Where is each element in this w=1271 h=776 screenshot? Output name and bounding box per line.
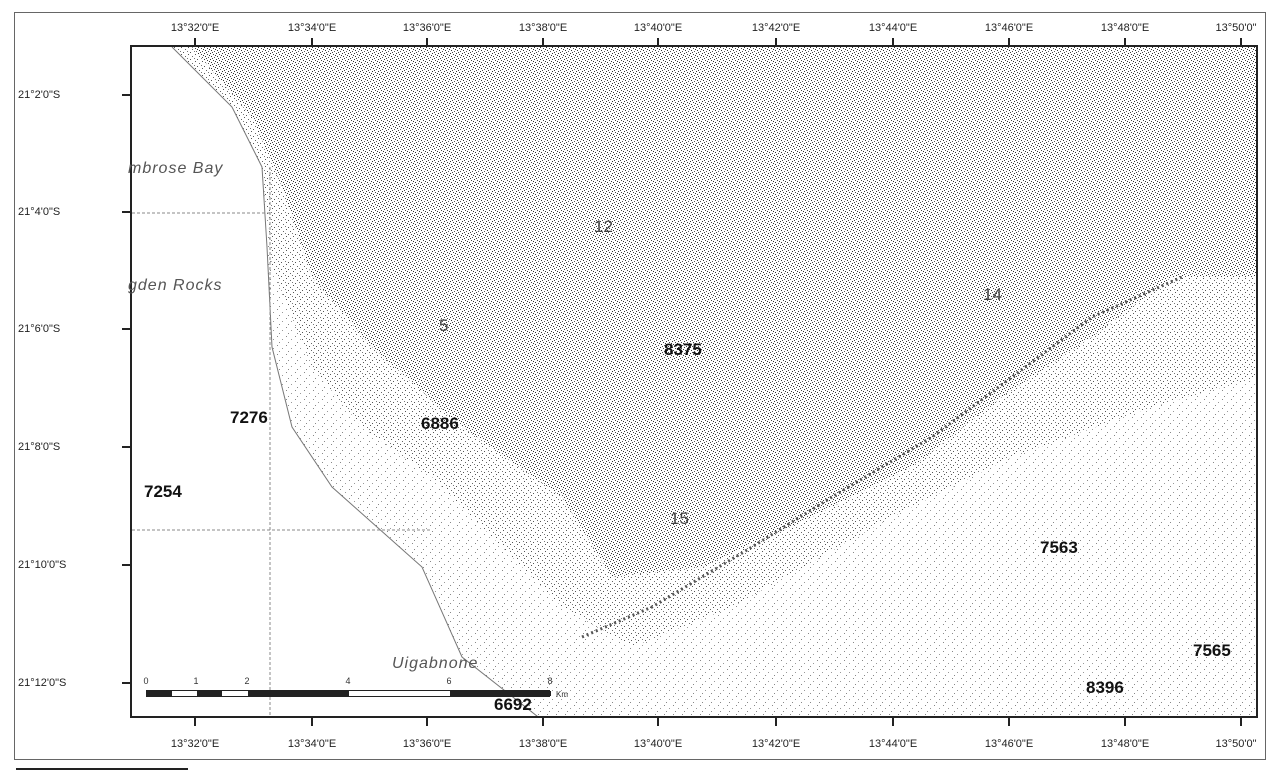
top-tick-label: 13°34'0"E <box>288 22 336 34</box>
top-tick-label: 13°48'0"E <box>1101 22 1149 34</box>
place-label-ogden-rocks: gden Rocks <box>128 277 223 295</box>
left-tick-label: 21°12'0"S <box>18 677 66 689</box>
scale-unit: Km <box>556 690 568 699</box>
tick-mark <box>122 211 130 213</box>
bottom-tick-label: 13°42'0"E <box>752 738 800 750</box>
tick-mark <box>426 718 428 726</box>
scale-label: 6 <box>446 676 451 686</box>
tick-mark <box>657 718 659 726</box>
left-tick-label: 21°8'0"S <box>18 441 60 453</box>
scale-label: 2 <box>244 676 249 686</box>
tick-mark <box>122 94 130 96</box>
tick-mark <box>1124 718 1126 726</box>
terrain-map[interactable] <box>132 47 1258 718</box>
scale-segment <box>248 691 349 696</box>
top-tick-label: 13°46'0"E <box>985 22 1033 34</box>
top-tick-label: 13°40'0"E <box>634 22 682 34</box>
tick-mark <box>892 718 894 726</box>
bottom-tick-label: 13°44'0"E <box>869 738 917 750</box>
map-value-label: 8396 <box>1086 678 1124 698</box>
place-label-uigabnone: Uigabnone <box>392 655 478 673</box>
bottom-tick-label: 13°38'0"E <box>519 738 567 750</box>
tick-mark <box>542 718 544 726</box>
grid-number: 12 <box>594 217 613 237</box>
bottom-tick-label: 13°48'0"E <box>1101 738 1149 750</box>
top-tick-label: 13°32'0"E <box>171 22 219 34</box>
tick-mark <box>122 564 130 566</box>
map-value-label: 8375 <box>664 340 702 360</box>
scale-label: 1 <box>193 676 198 686</box>
map-value-label: 7563 <box>1040 538 1078 558</box>
map-value-label: 7565 <box>1193 641 1231 661</box>
bottom-tick-label: 13°36'0"E <box>403 738 451 750</box>
top-tick-label: 13°42'0"E <box>752 22 800 34</box>
map-value-label: 7276 <box>230 408 268 428</box>
grid-number: 14 <box>983 285 1002 305</box>
scale-bar: 0 1 2 4 6 8 Km <box>146 676 556 702</box>
tick-mark <box>1240 718 1242 726</box>
grid-number: 5 <box>439 316 448 336</box>
map-value-label: 6886 <box>421 414 459 434</box>
place-label-ambrose-bay: mbrose Bay <box>128 160 223 178</box>
left-tick-label: 21°2'0"S <box>18 89 60 101</box>
bottom-tick-label: 13°32'0"E <box>171 738 219 750</box>
top-tick-label: 13°44'0"E <box>869 22 917 34</box>
scale-label: 0 <box>143 676 148 686</box>
scale-label: 4 <box>345 676 350 686</box>
tick-mark <box>122 328 130 330</box>
bottom-tick-label: 13°40'0"E <box>634 738 682 750</box>
tick-mark <box>1008 718 1010 726</box>
left-tick-label: 21°10'0"S <box>18 559 66 571</box>
bottom-tick-label: 13°34'0"E <box>288 738 336 750</box>
map-panel[interactable] <box>130 45 1258 718</box>
tick-mark <box>775 718 777 726</box>
scale-label: 8 <box>547 676 552 686</box>
tick-mark <box>122 446 130 448</box>
top-tick-label: 13°38'0"E <box>519 22 567 34</box>
grid-number: 15 <box>670 509 689 529</box>
scale-bar-track <box>146 690 550 697</box>
top-tick-label: 13°36'0"E <box>403 22 451 34</box>
tick-mark <box>194 718 196 726</box>
scale-segment <box>147 691 172 696</box>
left-tick-label: 21°4'0"S <box>18 206 60 218</box>
footer-underline <box>16 768 188 770</box>
bottom-tick-label: 13°46'0"E <box>985 738 1033 750</box>
map-value-label: 7254 <box>144 482 182 502</box>
tick-mark <box>311 718 313 726</box>
left-tick-label: 21°6'0"S <box>18 323 60 335</box>
bottom-tick-label: 13°50'0" <box>1216 738 1257 750</box>
scale-segment <box>197 691 222 696</box>
top-tick-label: 13°50'0" <box>1216 22 1257 34</box>
tick-mark <box>122 682 130 684</box>
scale-segment <box>450 691 551 696</box>
